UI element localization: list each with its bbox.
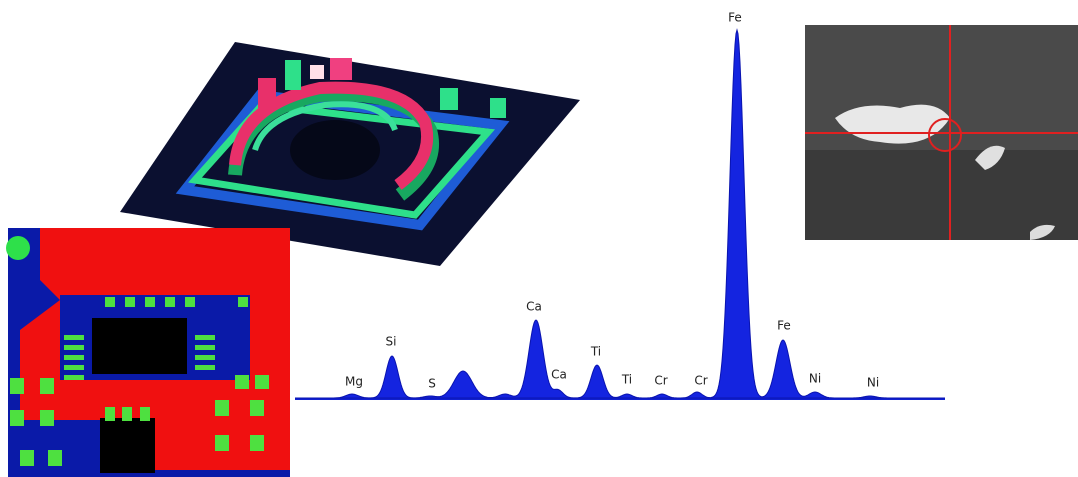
peak-label: Fe (728, 11, 742, 25)
peak-label: S (428, 377, 436, 391)
chip (100, 418, 155, 473)
peak-label: Fe (777, 319, 791, 333)
composite-figure: Mg Si S Ca Ca Ti Ti Cr Cr Fe Fe Ni Ni (0, 0, 1078, 477)
peak (490, 98, 506, 118)
peak-label: Cr (654, 374, 667, 388)
pcb-map (6, 228, 290, 477)
peak-label: Mg (345, 375, 363, 389)
center (290, 120, 380, 180)
peak-label: Ni (809, 372, 821, 386)
image-dark (805, 150, 1078, 240)
peak-label: Ca (526, 300, 542, 314)
microscope-image (805, 25, 1078, 240)
peak-label: Ni (867, 376, 879, 390)
peak-label: Ti (590, 345, 601, 359)
peak (330, 58, 352, 80)
peak-label: Si (386, 335, 397, 349)
page: Mg Si S Ca Ca Ti Ti Cr Cr Fe Fe Ni Ni ((… (0, 0, 1078, 477)
peak-label: Ti (621, 373, 632, 387)
pad (6, 236, 30, 260)
peak (310, 65, 324, 79)
peak-label: Cr (694, 374, 707, 388)
peak (440, 88, 458, 110)
peak (285, 60, 301, 90)
peak (258, 78, 276, 108)
chip (92, 318, 187, 374)
peak-label: Ca (551, 368, 567, 382)
